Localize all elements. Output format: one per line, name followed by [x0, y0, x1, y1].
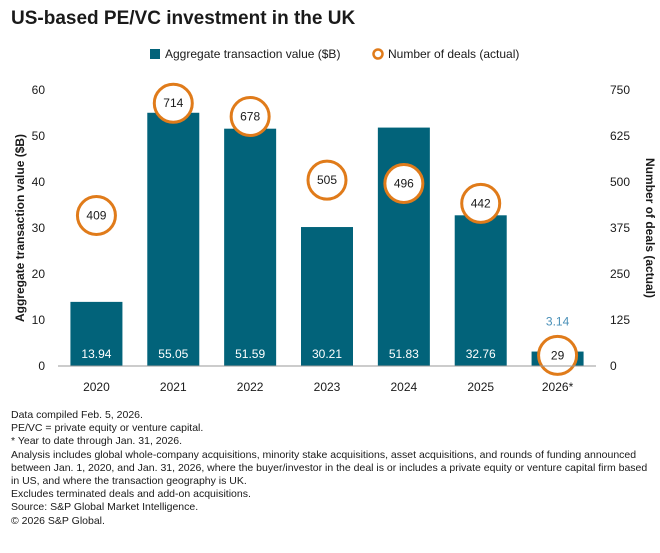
- legend-marker-deal-count: [372, 48, 384, 60]
- y-axis-left: 0 10 20 30 40 50 60 Aggregate transaction value…: [13, 83, 45, 373]
- x-tick-label: 2022: [237, 380, 264, 394]
- deal-count-label: 714: [163, 96, 183, 110]
- deal-count-label: 409: [86, 208, 106, 222]
- bar-value-label: 3.14: [546, 315, 570, 329]
- bar-value-label: 13.94: [81, 347, 111, 361]
- deal-count-marker: [460, 182, 502, 224]
- bar-series: 13.94 55.05 51.59 30.21 51.83 32.76 3.14: [70, 112, 584, 367]
- bar: [147, 112, 200, 367]
- note-definition: PE/VC = private equity or venture capita…: [11, 422, 204, 435]
- bar: [454, 215, 507, 366]
- y-tick-label: 50: [32, 129, 46, 143]
- note-source: Source: S&P Global Market Intelligence.: [11, 501, 199, 514]
- y-tick-label: 40: [32, 175, 46, 189]
- chart-title: US-based PE/VC investment in the UK: [11, 8, 356, 29]
- deal-count-label: 442: [471, 196, 491, 210]
- deal-count-label: 678: [240, 109, 260, 123]
- y-tick-label: 60: [32, 83, 46, 97]
- y2-tick-label: 625: [610, 129, 630, 143]
- bar: [301, 227, 353, 366]
- note-methodology: Analysis includes global whole-company a…: [11, 448, 648, 488]
- y-tick-label: 0: [38, 359, 45, 373]
- y2-tick-label: 750: [610, 83, 630, 97]
- note-compiled: Data compiled Feb. 5, 2026.: [11, 409, 143, 421]
- note-copyright: © 2026 S&P Global.: [11, 514, 105, 527]
- x-tick-label: 2025: [467, 380, 494, 394]
- deal-count-label: 496: [394, 176, 414, 190]
- y-tick-label: 10: [32, 313, 46, 327]
- y-axis-right: 0 125 250 375 500 625 750 Number of deals (actu…: [610, 83, 657, 373]
- y-axis-title: Aggregate transaction value ($B): [13, 134, 27, 322]
- x-tick-label: 2024: [391, 380, 418, 394]
- y-tick-label: 20: [32, 267, 46, 281]
- deal-count-marker: [306, 159, 348, 201]
- deal-count-marker: [75, 194, 117, 236]
- x-tick-label: 2026*: [542, 380, 574, 394]
- bar-value-label: 32.76: [466, 347, 496, 361]
- deal-count-marker: [229, 95, 271, 137]
- deal-count-marker: [383, 162, 425, 204]
- deal-count-series: 409 714 678 505 496 442 29: [75, 82, 579, 376]
- deal-count-label: 29: [551, 348, 565, 362]
- y2-tick-label: 375: [610, 221, 630, 235]
- y2-tick-label: 125: [610, 313, 630, 327]
- deal-count-marker: [152, 82, 194, 124]
- bar-value-label: 30.21: [312, 347, 342, 361]
- bar: [70, 301, 123, 366]
- x-tick-label: 2021: [160, 380, 187, 394]
- deal-count-marker: [537, 334, 579, 376]
- y2-axis-title: Number of deals (actual): [643, 158, 657, 298]
- y2-tick-label: 250: [610, 267, 630, 281]
- footnotes: Data compiled Feb. 5, 2026. PE/VC = priv…: [11, 409, 651, 528]
- legend-swatch-transaction-value: [150, 49, 160, 59]
- legend: Aggregate transaction value ($B) Number o…: [150, 47, 519, 61]
- bar-value-label: 55.05: [158, 347, 188, 361]
- x-tick-label: 2023: [314, 380, 341, 394]
- y2-tick-label: 0: [610, 359, 617, 373]
- bar-value-label: 51.59: [235, 347, 265, 361]
- bar: [224, 128, 277, 366]
- deal-count-label: 505: [317, 173, 337, 187]
- y-tick-label: 30: [32, 221, 46, 235]
- x-tick-label: 2020: [83, 380, 110, 394]
- x-axis: 2020 2021 2022 2023 2024 2025 2026*: [58, 365, 596, 394]
- bar-value-label: 51.83: [389, 347, 419, 361]
- bar-chart: Aggregate transaction value ($B) Number o…: [13, 47, 657, 394]
- note-exclusions: Excludes terminated deals and add-on acq…: [11, 488, 251, 501]
- legend-label-deal-count: Number of deals (actual): [388, 47, 519, 61]
- y2-tick-label: 500: [610, 175, 630, 189]
- legend-label-transaction-value: Aggregate transaction value ($B): [165, 47, 340, 61]
- note-ytd: * Year to date through Jan. 31, 2026.: [11, 435, 183, 448]
